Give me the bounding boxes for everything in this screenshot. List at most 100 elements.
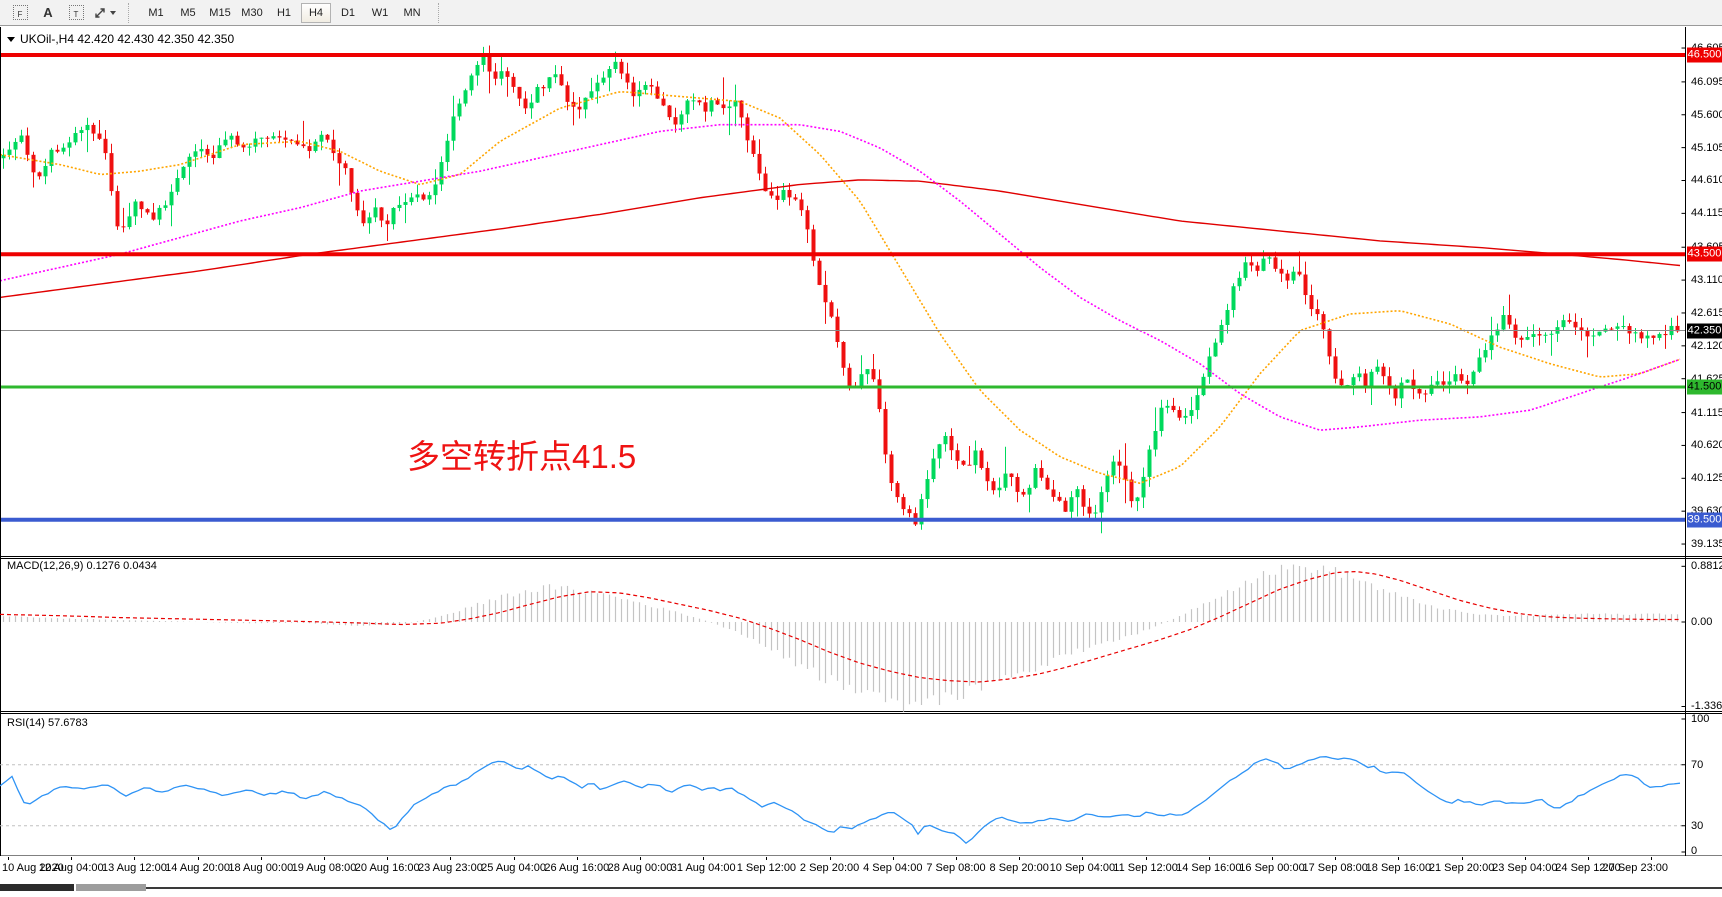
text-box-icon: T <box>68 5 84 20</box>
date-tick-mark <box>1082 857 1084 860</box>
price-tick-label: 45.105 <box>1691 141 1722 154</box>
date-tick-mark <box>1398 857 1400 860</box>
date-label: 14 Sep 16:00 <box>1176 862 1242 874</box>
date-label: 18 Aug 00:00 <box>228 862 294 874</box>
date-tick-mark <box>956 857 957 860</box>
date-tick-mark <box>8 857 9 860</box>
symbol-dropdown-triangle-icon[interactable] <box>7 36 15 42</box>
date-label: 7 Sep 08:00 <box>926 862 986 874</box>
date-tick-mark <box>1335 857 1337 860</box>
text-label-tool-button[interactable]: A <box>36 3 60 23</box>
timeframe-button-H1[interactable]: H1 <box>276 6 292 19</box>
price-tick-label: 39.135 <box>1691 538 1722 551</box>
price-tick-label: 44.610 <box>1691 174 1722 187</box>
date-label: 10 Aug 2020 <box>2 862 64 874</box>
frame-tool-button[interactable]: F <box>8 3 32 23</box>
toolbar-separator <box>128 2 134 23</box>
date-label: 8 Sep 20:00 <box>989 862 1049 874</box>
date-tick-mark <box>71 857 73 860</box>
date-label: 23 Aug 23:00 <box>417 862 483 874</box>
date-tick-mark <box>892 857 894 860</box>
h-scrollbar-thumb-secondary[interactable] <box>76 884 146 891</box>
rsi-label: RSI(14) 57.6783 <box>7 717 88 729</box>
text-label-icon: A <box>43 5 53 20</box>
toolbar-separator <box>438 2 444 23</box>
rsi-axis-label: 0 <box>1691 845 1698 857</box>
chart-text-annotation[interactable]: 多空转折点41.5 <box>407 438 637 475</box>
date-tick-mark <box>703 857 705 860</box>
date-label: 4 Sep 04:00 <box>863 862 923 874</box>
price-tick-label: 40.620 <box>1691 439 1722 452</box>
h-scrollbar-thumb[interactable] <box>0 884 74 891</box>
date-tick-mark <box>197 857 199 860</box>
price-level-tag: 39.500 <box>1687 512 1722 528</box>
text-box-label: T <box>73 10 79 19</box>
date-label: 10 Sep 04:00 <box>1049 862 1116 874</box>
date-label: 1 Sep 12:00 <box>736 862 797 874</box>
date-tick-mark <box>1651 857 1653 860</box>
price-tick-label: 45.600 <box>1691 108 1722 121</box>
date-tick-mark <box>513 857 515 860</box>
macd-label: MACD(12,26,9) 0.1276 0.0434 <box>7 560 157 572</box>
h-scrollbar[interactable] <box>0 881 1722 897</box>
price-level-tag: 43.500 <box>1687 246 1722 262</box>
date-label: 16 Sep 00:00 <box>1239 862 1305 874</box>
date-label: 28 Aug 00:00 <box>607 862 673 874</box>
date-tick-mark <box>260 857 262 860</box>
date-tick-mark <box>134 857 136 860</box>
timeframe-button-M5[interactable]: M5 <box>180 6 196 19</box>
date-label: 17 Sep 08:00 <box>1302 862 1368 874</box>
timeframe-button-H4[interactable]: H4 <box>301 2 331 23</box>
text-box-tool-button[interactable]: T <box>64 3 88 23</box>
price-tick-label: 42.120 <box>1691 339 1722 352</box>
rsi-axis-label: 70 <box>1691 758 1704 771</box>
date-tick-mark <box>387 857 389 860</box>
date-tick-mark <box>1019 857 1021 860</box>
price-level-tag: 41.500 <box>1687 379 1722 395</box>
timeframe-button-M30[interactable]: M30 <box>241 6 263 19</box>
objects-tool-button[interactable] <box>92 3 116 23</box>
timeframe-button-M15[interactable]: M15 <box>209 6 231 19</box>
symbol-ohlc-text: UKOil-,H4 42.420 42.430 42.350 42.350 <box>20 32 235 46</box>
date-label: 24 Sep 12:00 <box>1555 862 1621 874</box>
date-tick-mark <box>1461 857 1463 860</box>
frame-tool-label: F <box>17 10 23 19</box>
timeframe-button-D1[interactable]: D1 <box>340 6 356 19</box>
date-tick-mark <box>640 857 641 860</box>
timeframe-button-MN[interactable]: MN <box>403 6 421 19</box>
price-tick-label: 41.115 <box>1691 406 1722 419</box>
date-label: 26 Aug 16:00 <box>544 862 610 874</box>
date-label: 14 Aug 20:00 <box>165 862 231 874</box>
date-tick-mark <box>1208 857 1210 860</box>
timeframe-group: M1 M5 M15 M30 H1 H4 D1 W1 MN <box>140 2 428 23</box>
timeframe-button-W1[interactable]: W1 <box>371 6 389 19</box>
date-label: 19 Aug 08:00 <box>291 862 357 874</box>
date-tick-mark <box>1524 857 1526 860</box>
price-level-tag: 42.350 <box>1687 323 1722 339</box>
h-scrollbar-track-line <box>146 887 1722 889</box>
price-tick-label: 43.110 <box>1691 274 1722 287</box>
macd-axis-label: 0.8812 <box>1691 560 1722 573</box>
date-tick-mark <box>324 857 325 860</box>
timeframe-button-M1[interactable]: M1 <box>148 6 164 19</box>
diagonal-arrows-icon <box>94 7 105 18</box>
date-label: 11 Sep 12:00 <box>1113 862 1178 874</box>
chart-canvas[interactable] <box>0 27 1722 856</box>
date-tick-mark <box>829 857 831 860</box>
rsi-axis-label: 100 <box>1691 713 1710 725</box>
date-label: 25 Aug 04:00 <box>481 862 547 874</box>
rsi-axis-label: 30 <box>1691 819 1704 832</box>
date-label: 31 Aug 04:00 <box>670 862 736 874</box>
date-tick-mark <box>1588 857 1589 860</box>
date-label: 2 Sep 20:00 <box>799 862 860 874</box>
chart-title: UKOil-,H4 42.420 42.430 42.350 42.350 <box>7 32 234 46</box>
date-label: 12 Aug 04:00 <box>38 862 104 874</box>
date-label: 23 Sep 04:00 <box>1492 862 1558 874</box>
price-tick-label: 40.125 <box>1691 472 1722 485</box>
macd-axis-label: 0.00 <box>1691 616 1713 628</box>
date-label: 21 Sep 20:00 <box>1428 862 1495 874</box>
date-label: 13 Aug 12:00 <box>101 862 167 874</box>
price-level-tag: 46.500 <box>1687 47 1722 63</box>
date-tick-mark <box>576 857 578 860</box>
price-tick-label: 46.095 <box>1691 75 1722 88</box>
